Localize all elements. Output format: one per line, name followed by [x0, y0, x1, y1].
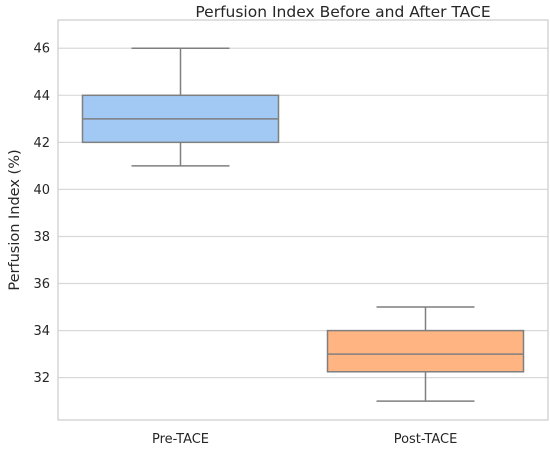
- y-tick-label: 32: [33, 371, 50, 386]
- y-tick-label: 46: [33, 42, 50, 57]
- boxes: [81, 47, 525, 402]
- y-tick-label: 34: [33, 324, 50, 339]
- y-tick-label: 42: [33, 136, 50, 151]
- y-tick-label: 44: [33, 89, 50, 104]
- x-tick-label: Post-TACE: [394, 432, 458, 447]
- y-tick-label: 38: [33, 230, 50, 245]
- tick-labels: 32 34 36 38 40 42 44 46 Pre-TACE Post-TACE: [33, 42, 457, 447]
- y-tick-label: 36: [33, 277, 50, 292]
- y-tick-label: 40: [33, 183, 50, 198]
- plot-area: [57, 19, 549, 421]
- x-tick-label: Pre-TACE: [152, 432, 209, 447]
- chart-title: Perfusion Index Before and After TACE: [195, 3, 490, 21]
- iqr-box: [326, 329, 525, 373]
- y-axis-label: Perfusion Index (%): [7, 149, 23, 290]
- box-post-tace: [326, 306, 525, 402]
- box-pre-tace: [81, 47, 280, 167]
